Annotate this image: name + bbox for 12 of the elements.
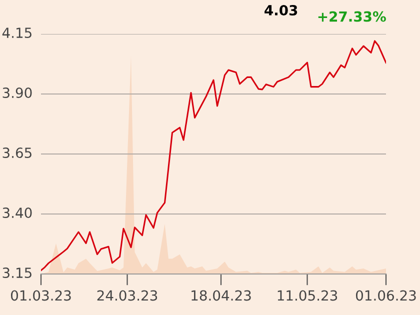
text: 4.03	[264, 4, 298, 16]
x-tick-label: 11.05.23	[278, 290, 338, 301]
x-tick-label: 01.06.23	[356, 290, 416, 301]
x-tick-label: 18.04.23	[192, 290, 251, 301]
x-tick-label: 24.03.23	[97, 290, 158, 301]
y-tick-label: 4.15	[2, 28, 32, 38]
y-tick-label: 3.90	[2, 88, 32, 98]
x-tick-label: 01.03.23	[10, 290, 71, 301]
y-tick-label: 3.15	[2, 268, 32, 278]
text: +27.33%	[318, 11, 386, 22]
y-tick-label: 3.40	[2, 208, 32, 218]
y-tick-label: 3.65	[2, 148, 32, 158]
